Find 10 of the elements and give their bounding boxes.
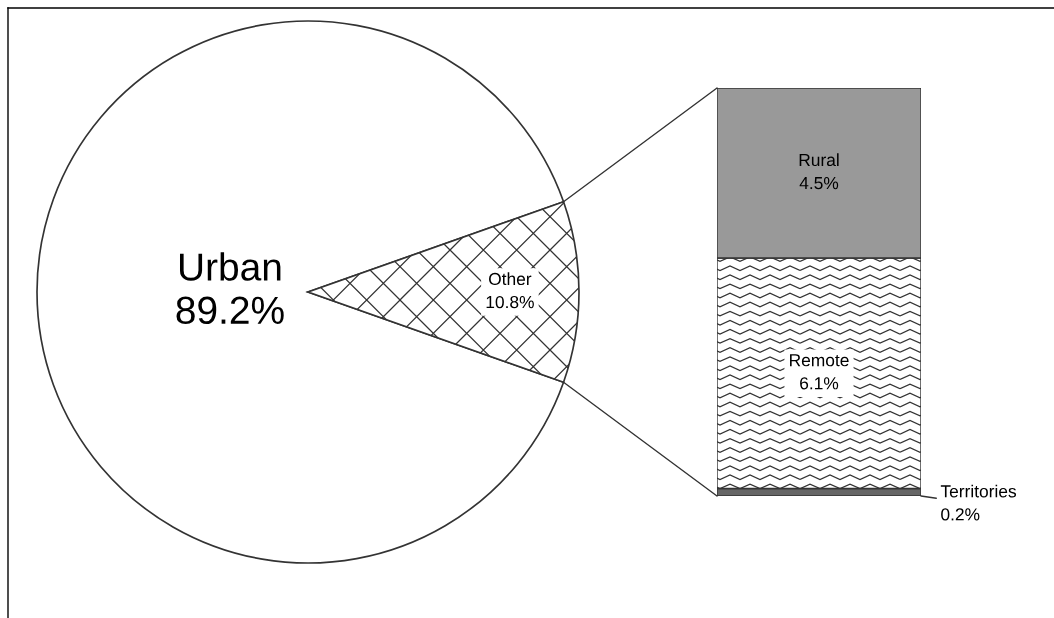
slice-label: Urban xyxy=(180,252,281,281)
series-label: Territories xyxy=(940,484,1017,498)
data-label: 89.2% xyxy=(176,296,284,325)
data-label: 4.5% xyxy=(799,176,839,190)
data-label: 6.1% xyxy=(800,377,839,390)
slice-label: Other xyxy=(489,272,532,286)
series-label: Rural xyxy=(799,153,839,167)
series-label: Remote xyxy=(790,354,849,367)
data-label: 0.2% xyxy=(941,508,980,521)
data-label: 10.8% xyxy=(486,295,534,309)
